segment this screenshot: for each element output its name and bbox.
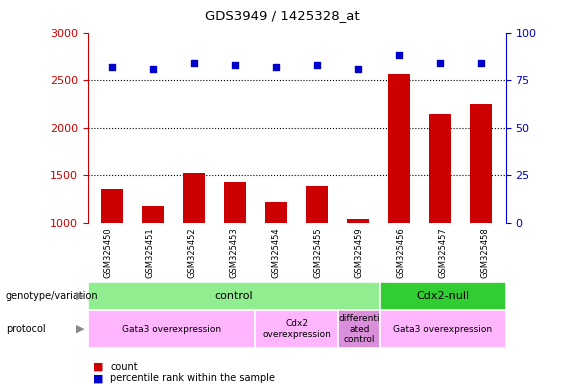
Text: ▶: ▶ [76,291,85,301]
Bar [306,186,328,223]
Point [231,62,240,68]
Bar [380,282,506,310]
Text: control: control [215,291,253,301]
Text: GSM325458: GSM325458 [480,227,489,278]
Point [190,60,199,66]
Text: GSM325455: GSM325455 [313,227,322,278]
Text: Gata3 overexpression: Gata3 overexpression [121,324,221,334]
Text: GSM325454: GSM325454 [271,227,280,278]
Text: Cdx2
overexpression: Cdx2 overexpression [262,319,331,339]
Text: Gata3 overexpression: Gata3 overexpression [393,324,493,334]
Bar [429,114,451,223]
Text: ▶: ▶ [76,324,85,334]
Text: ■: ■ [93,373,104,383]
Bar [347,219,370,223]
Text: count: count [110,362,138,372]
Text: ■: ■ [93,362,104,372]
Point [476,60,485,66]
Bar [380,310,506,348]
Text: GDS3949 / 1425328_at: GDS3949 / 1425328_at [205,9,360,22]
Text: percentile rank within the sample: percentile rank within the sample [110,373,275,383]
Text: GSM325453: GSM325453 [229,227,238,278]
Bar [88,310,255,348]
Bar [101,189,123,223]
Bar [255,310,338,348]
Bar [470,104,492,223]
Point [108,64,117,70]
Bar [142,206,164,223]
Text: GSM325450: GSM325450 [104,227,113,278]
Text: genotype/variation: genotype/variation [6,291,98,301]
Text: GSM325451: GSM325451 [146,227,155,278]
Point [312,62,321,68]
Point [149,66,158,72]
Text: protocol: protocol [6,324,45,334]
Text: Cdx2-null: Cdx2-null [416,291,470,301]
Bar [183,173,206,223]
Text: differenti
ated
control: differenti ated control [338,314,380,344]
Bar [88,282,380,310]
Text: GSM325457: GSM325457 [438,227,447,278]
Bar [388,73,410,223]
Text: GSM325452: GSM325452 [188,227,197,278]
Bar [265,202,288,223]
Point [272,64,281,70]
Point [354,66,363,72]
Bar [224,182,246,223]
Text: GSM325459: GSM325459 [355,227,364,278]
Bar [338,310,380,348]
Point [436,60,445,66]
Point [394,52,403,58]
Text: GSM325456: GSM325456 [397,227,406,278]
